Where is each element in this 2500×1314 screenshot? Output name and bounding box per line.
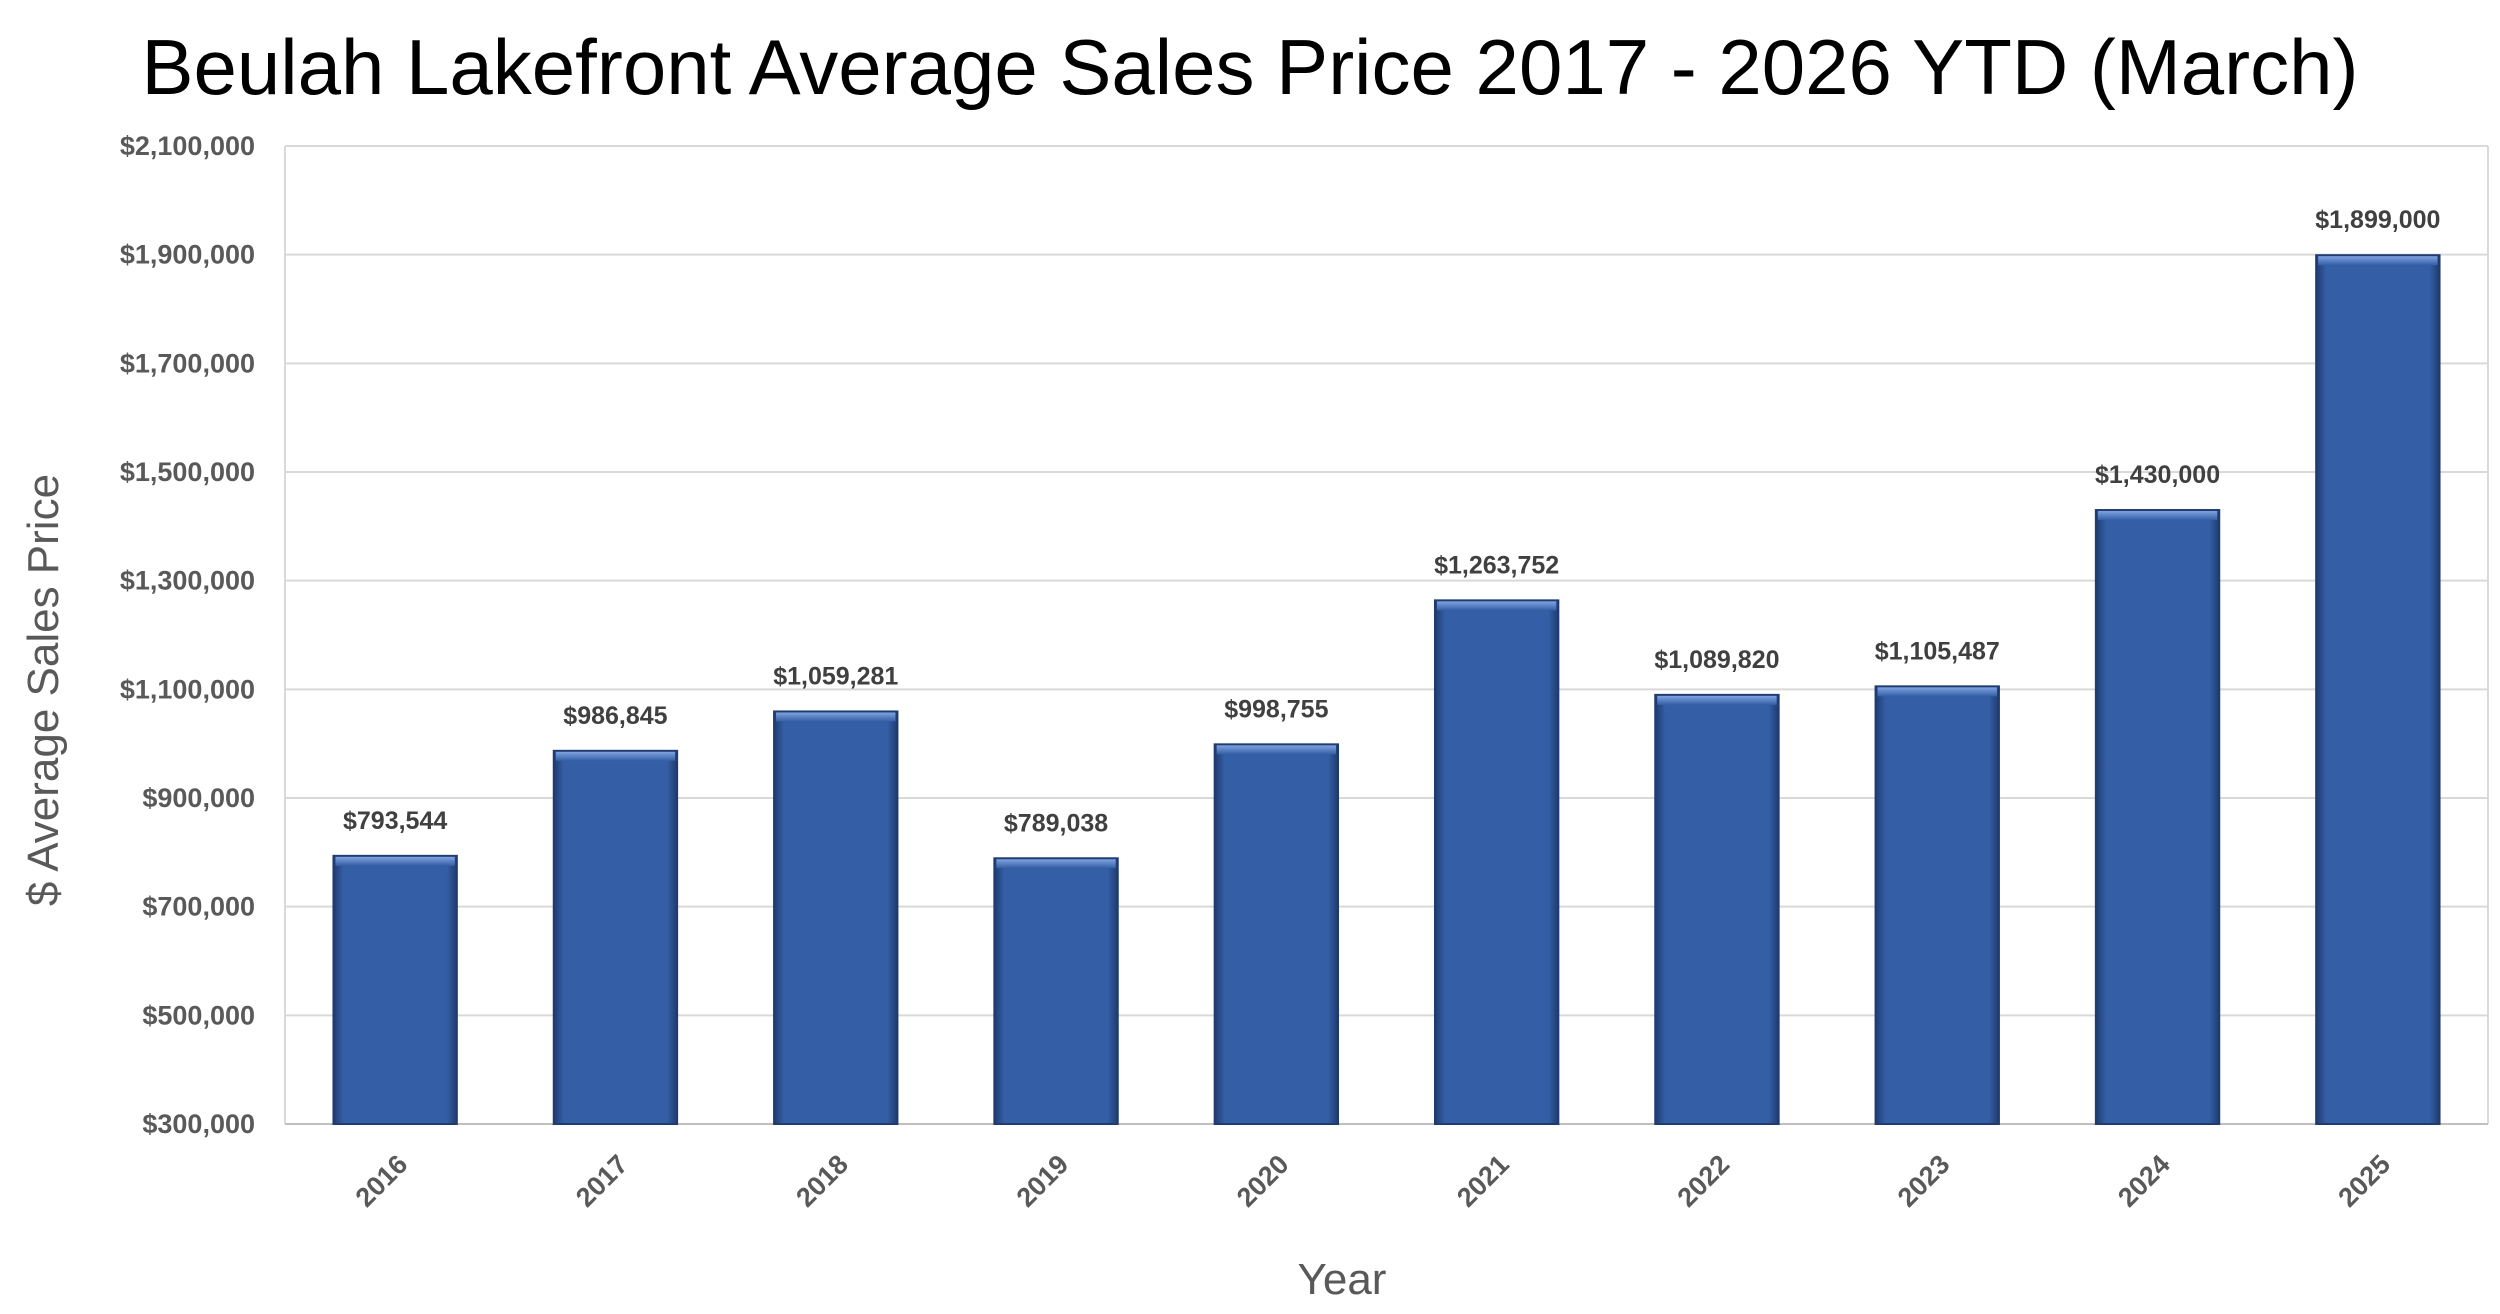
x-tick-label: 2019 <box>1011 1149 1075 1213</box>
bar-2020 <box>1213 743 1340 1126</box>
x-tick-label: 2018 <box>790 1149 854 1213</box>
y-tick-label: $1,700,000 <box>120 348 255 378</box>
y-axis-tick-labels: $300,000 $500,000 $700,000 $900,000 $1,100,0… <box>120 131 255 1139</box>
x-tick-label: 2025 <box>2332 1149 2396 1213</box>
bar-top-bevel <box>776 712 896 722</box>
bar-2022 <box>1654 693 1780 1125</box>
bar-2023 <box>1874 685 2000 1125</box>
y-axis-title: $ Average Sales Price <box>19 474 68 906</box>
bar-2017 <box>552 749 679 1125</box>
data-label-2019: $789,038 <box>1004 809 1108 837</box>
x-tick-label: 2024 <box>2112 1149 2176 1213</box>
bar-2016 <box>332 854 458 1125</box>
bar-top-bevel <box>2097 511 2218 521</box>
x-tick-label: 2021 <box>1451 1149 1515 1213</box>
bar-2025 <box>2315 254 2441 1125</box>
chart-title: Beulah Lakefront Average Sales Price 201… <box>141 23 2358 111</box>
y-tick-label: $700,000 <box>142 892 255 922</box>
data-label-2024: $1,430,000 <box>2095 461 2220 489</box>
bar-top-bevel <box>1436 601 1557 611</box>
y-tick-label: $2,100,000 <box>120 131 255 161</box>
y-tick-label: $1,900,000 <box>120 240 255 270</box>
bar-top-bevel <box>996 859 1116 869</box>
data-label-2016: $793,544 <box>343 807 447 835</box>
bar-2024 <box>2094 509 2221 1125</box>
data-label-2022: $1,089,820 <box>1654 646 1779 674</box>
x-tick-label: 2017 <box>570 1149 634 1213</box>
data-label-2021: $1,263,752 <box>1434 551 1559 579</box>
x-tick-label: 2020 <box>1231 1149 1295 1213</box>
x-axis-title: Year <box>1298 1255 1387 1304</box>
bar-top-bevel <box>1877 687 1997 697</box>
y-tick-label: $300,000 <box>142 1109 255 1139</box>
data-label-2017: $986,845 <box>563 702 667 730</box>
bar-top-bevel <box>1216 745 1337 755</box>
y-tick-label: $1,500,000 <box>120 457 255 487</box>
bar-top-bevel <box>335 856 455 866</box>
bar-top-bevel <box>555 751 676 761</box>
bar-top-bevel <box>2318 256 2438 266</box>
data-label-2023: $1,105,487 <box>1875 637 2000 665</box>
bar-2018 <box>773 710 899 1125</box>
bar-top-bevel <box>1657 695 1777 705</box>
data-label-2020: $998,755 <box>1224 695 1328 723</box>
y-tick-label: $1,300,000 <box>120 566 255 596</box>
bar-2019 <box>993 857 1119 1125</box>
bars <box>332 254 2441 1126</box>
y-tick-label: $900,000 <box>142 783 255 813</box>
x-tick-label: 2023 <box>1892 1149 1956 1213</box>
x-tick-label: 2022 <box>1671 1149 1735 1213</box>
data-label-2025: $1,899,000 <box>2315 206 2440 234</box>
y-tick-label: $1,100,000 <box>120 674 255 704</box>
y-tick-label: $500,000 <box>142 1000 255 1030</box>
bar-2021 <box>1433 599 1560 1125</box>
data-labels: $793,544 $986,845 $1,059,281 $789,038 $998,7… <box>343 206 2440 837</box>
x-axis-tick-labels: 2016 2017 2018 2019 2020 2021 2022 2023 2024 2025 <box>350 1149 2396 1213</box>
data-label-2018: $1,059,281 <box>773 662 898 690</box>
x-tick-label: 2016 <box>350 1149 414 1213</box>
